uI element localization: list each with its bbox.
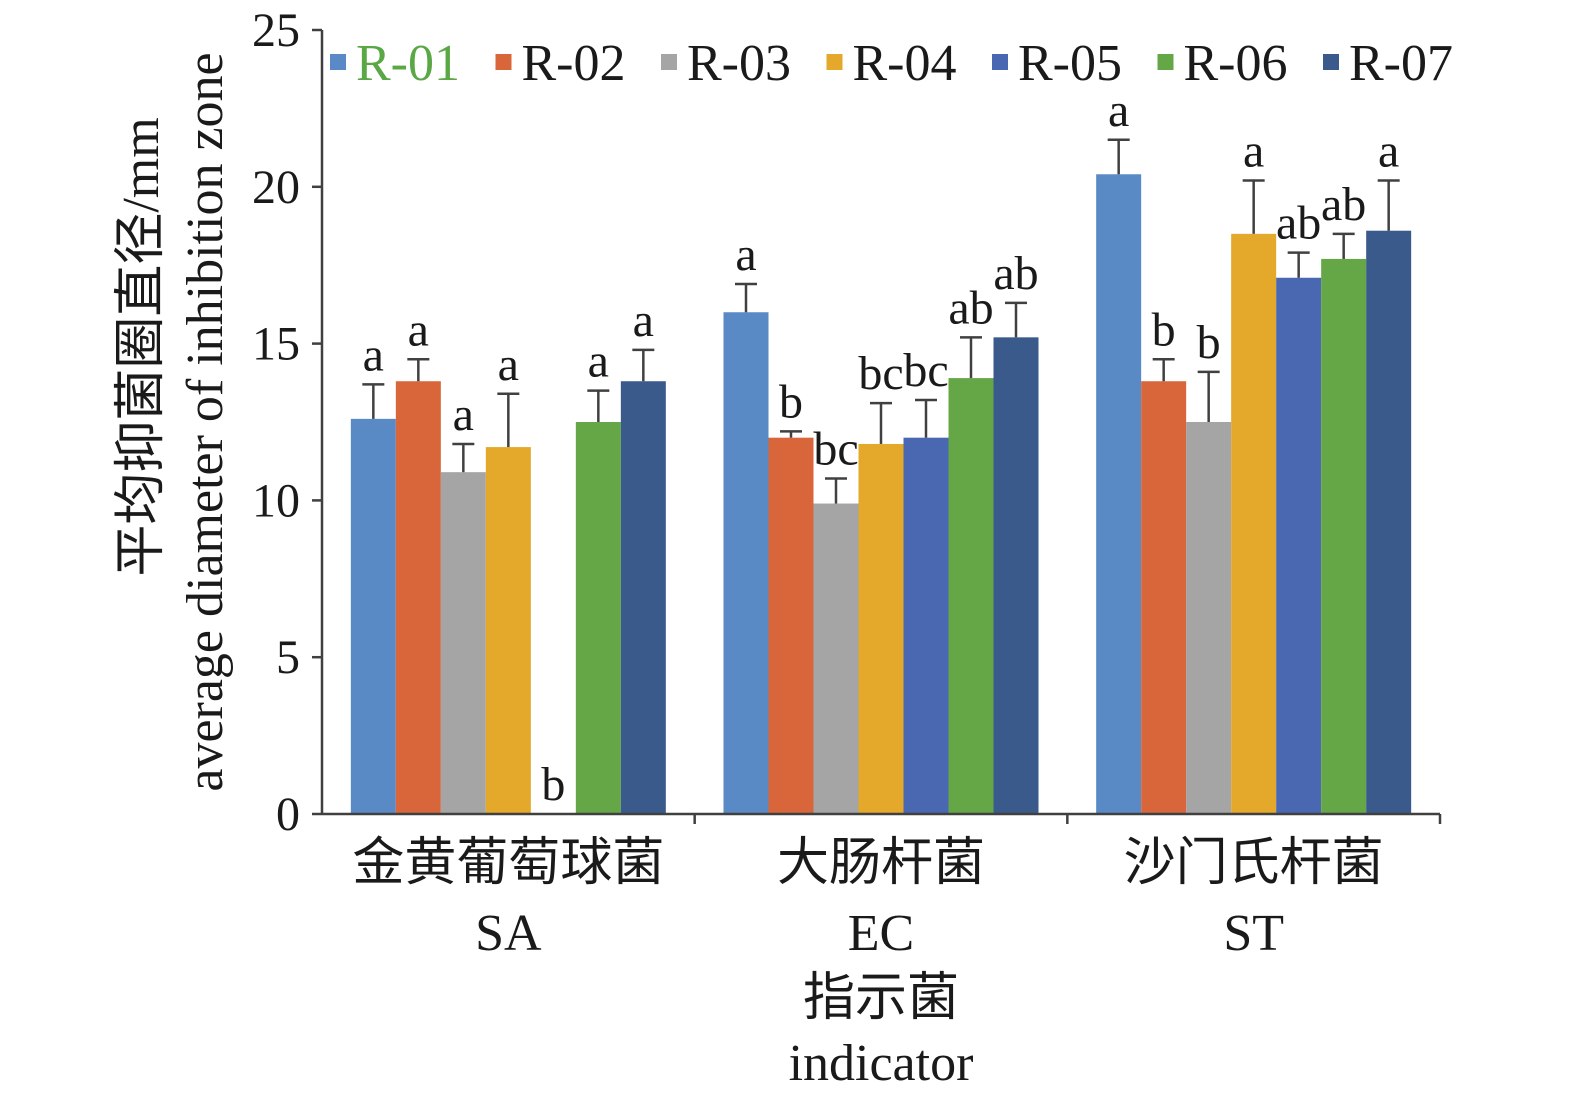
category-label-st: ST: [1223, 905, 1284, 962]
y-tick-label: 15: [252, 318, 300, 371]
legend-swatch: [1157, 54, 1174, 70]
x-axis-title-en: indicator: [789, 1035, 974, 1092]
legend-label: R-05: [1018, 35, 1122, 92]
bar-ec-r-04: [858, 443, 904, 814]
significance-letter-st-r-06: ab: [1321, 178, 1366, 231]
bar-sa-r-02: [395, 381, 441, 814]
y-tick-label: 0: [276, 788, 300, 841]
significance-letter-st-r-02: b: [1152, 303, 1176, 356]
legend-item-r-04: R-04: [826, 35, 957, 92]
significance-letter-st-r-04: a: [1243, 125, 1264, 178]
legend: R-01 R-02 R-03 R-04 R-05 R-06 R-07: [330, 35, 1453, 92]
error-bars-layer: [362, 138, 1400, 504]
y-axis-title-en: average diameter of inhibition zone: [177, 52, 234, 791]
bar-sa-r-04: [485, 447, 531, 814]
y-tick-label: 5: [276, 631, 300, 684]
significance-letter-ec-r-06: ab: [948, 281, 993, 334]
legend-item-r-02: R-02: [495, 35, 626, 92]
bar-ec-r-06: [948, 378, 994, 814]
legend-label: R-07: [1349, 35, 1453, 92]
bar-sa-r-06: [575, 422, 621, 814]
significance-letter-st-r-01: a: [1108, 84, 1129, 137]
bar-ec-r-07: [993, 337, 1039, 814]
significance-letter-sa-r-05: b: [541, 758, 565, 811]
bar-st-r-02: [1141, 381, 1187, 814]
category-label-cn-sa: 金黄葡萄球菌: [352, 835, 664, 892]
axes-layer: 0 5 10 15 20 25: [252, 4, 1442, 841]
y-tick-label: 20: [252, 161, 300, 214]
legend-label: R-02: [522, 35, 626, 92]
bar-sa-r-03: [440, 472, 486, 814]
legend-swatch: [1323, 54, 1339, 70]
bar-st-r-06: [1321, 258, 1367, 815]
legend-item-r-03: R-03: [661, 35, 791, 92]
y-tick-label: 10: [252, 474, 300, 527]
legend-swatch: [495, 54, 512, 70]
y-tick-label: 25: [252, 4, 300, 57]
legend-label: R-06: [1184, 35, 1288, 92]
significance-letter-ec-r-04: bc: [858, 347, 903, 400]
bar-ec-r-05: [903, 437, 949, 814]
legend-label: R-04: [853, 35, 957, 92]
category-label-sa: SA: [475, 905, 542, 962]
bar-ec-r-03: [813, 503, 859, 814]
legend-item-r-06: R-06: [1157, 35, 1288, 92]
significance-letter-ec-r-07: ab: [993, 247, 1038, 300]
legend-swatch: [330, 54, 346, 70]
significance-letter-sa-r-07: a: [633, 294, 654, 347]
bar-st-r-01: [1096, 174, 1142, 815]
legend-item-r-07: R-07: [1323, 35, 1453, 92]
significance-letter-st-r-07: a: [1378, 125, 1399, 178]
y-axis-title-cn: 平均抑菌圈直径/mm: [113, 117, 170, 576]
legend-item-r-05: R-05: [992, 35, 1122, 92]
bar-ec-r-01: [723, 312, 769, 814]
legend-swatch: [826, 54, 843, 70]
x-axis-title-cn: 指示菌: [803, 970, 959, 1027]
bar-st-r-04: [1231, 233, 1277, 815]
bar-ec-r-02: [768, 437, 814, 814]
category-label-ec: EC: [848, 905, 914, 962]
significance-letter-st-r-03: b: [1197, 316, 1221, 369]
significance-letter-ec-r-03: bc: [813, 422, 858, 475]
category-label-cn-st: 沙门氏杆菌: [1124, 835, 1384, 892]
bar-sa-r-07: [620, 381, 666, 814]
category-label-cn-ec: 大肠杆菌: [777, 835, 985, 892]
legend-item-r-01: R-01: [330, 35, 460, 92]
bar-st-r-05: [1276, 277, 1322, 814]
significance-letter-st-r-05: ab: [1276, 197, 1321, 250]
significance-letter-sa-r-04: a: [498, 338, 519, 391]
significance-letter-sa-r-06: a: [588, 335, 609, 388]
legend-swatch: [992, 54, 1008, 70]
legend-label: R-03: [687, 35, 791, 92]
significance-letter-sa-r-03: a: [453, 388, 474, 441]
category-labels: 金黄葡萄球菌 SA 大肠杆菌 EC 沙门氏杆菌 ST: [352, 835, 1383, 962]
significance-letter-ec-r-05: bc: [903, 344, 948, 397]
significance-letter-sa-r-01: a: [363, 328, 384, 381]
significance-letter-ec-r-02: b: [779, 375, 803, 428]
bar-st-r-03: [1186, 422, 1232, 814]
legend-label: R-01: [356, 35, 460, 92]
legend-swatch: [661, 54, 677, 70]
significance-letter-sa-r-02: a: [408, 303, 429, 356]
bars-layer: [350, 174, 1412, 815]
significance-letter-ec-r-01: a: [735, 228, 756, 281]
bar-st-r-07: [1366, 230, 1412, 815]
bar-sa-r-01: [350, 418, 396, 814]
